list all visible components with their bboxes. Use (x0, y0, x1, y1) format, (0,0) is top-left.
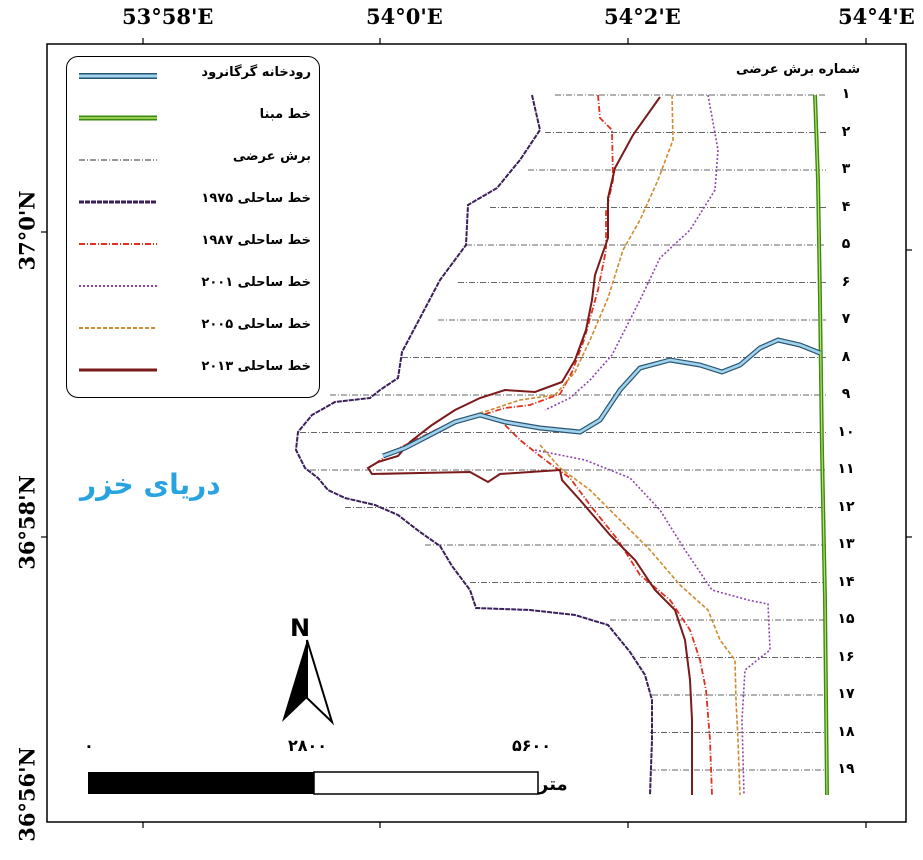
legend-label: خط مبنا (259, 107, 311, 122)
legend-item-shore-2013: خط ساحلی ۲۰۱۳ (67, 353, 319, 387)
lat-label-1: 37°0'N (14, 190, 40, 271)
transect-number: ۴ (841, 198, 851, 215)
lon-label-4: 54°4'E (838, 4, 915, 29)
transect-number: ۱۵ (837, 611, 855, 627)
legend-2013-symbol (79, 368, 157, 372)
transect-number: ۹ (841, 386, 851, 402)
legend-1987-symbol (79, 243, 157, 245)
legend-label: خط ساحلی ۲۰۱۳ (201, 359, 311, 374)
transect-number: ۱۷ (837, 686, 855, 702)
legend-label: خط ساحلی ۱۹۸۷ (201, 233, 311, 248)
scale-label-5600: ۵۶۰۰ (512, 736, 552, 755)
legend-label: رودخانه گرگانرود (201, 65, 311, 80)
legend-label: خط ساحلی ۱۹۷۵ (201, 191, 311, 206)
transect-number: ۱۹ (837, 761, 855, 777)
transect-number: ۲ (841, 123, 851, 140)
transect-number: ۷ (841, 311, 851, 327)
transect-number: ۱۰ (837, 423, 855, 440)
legend-2001-symbol (79, 285, 157, 287)
shoreline-1975 (294, 94, 653, 796)
transect-number: ۸ (841, 348, 851, 365)
lon-label-2: 54°0'E (366, 4, 443, 29)
legend-item-transect: برش عرضی (67, 143, 319, 177)
legend-label: خط ساحلی ۲۰۰۱ (201, 275, 311, 290)
legend-1975-symbol (79, 200, 157, 204)
legend-baseline-symbol (79, 115, 157, 121)
legend-item-river: رودخانه گرگانرود (67, 59, 319, 93)
scale-label-2800: ۲۸۰۰ (288, 736, 328, 755)
baseline-highlight (814, 94, 828, 796)
transect-number: ۳ (841, 161, 851, 177)
transect-number: ۶ (841, 273, 851, 290)
transect-number: ۱۲ (837, 498, 855, 515)
transect-number: ۱۱ (837, 461, 855, 477)
scale-bar (88, 771, 539, 795)
legend-item-shore-1975: خط ساحلی ۱۹۷۵ (67, 185, 319, 219)
scale-unit: متر (538, 774, 568, 795)
sea-label: دریای خزر (80, 468, 221, 501)
lat-label-3: 36°56'N (14, 747, 40, 842)
lon-label-3: 54°2'E (604, 4, 681, 29)
legend-item-shore-2001: خط ساحلی ۲۰۰۱ (67, 269, 319, 303)
transect-lines (300, 94, 826, 771)
lat-label-2: 36°58'N (14, 475, 40, 570)
gorganrud-river-fill (382, 338, 821, 458)
graticule-ticks (41, 38, 912, 828)
legend-label: برش عرضی (232, 149, 311, 164)
shoreline-2001 (534, 94, 771, 796)
transect-number: ۱۸ (837, 723, 855, 740)
shoreline-2013 (366, 96, 693, 795)
transect-number: ۱ (841, 86, 851, 102)
transect-number: ۱۴ (837, 573, 855, 590)
legend-item-shore-2005: خط ساحلی ۲۰۰۵ (67, 311, 319, 345)
map-legend: رودخانه گرگانرود خط مبنا برش عرضی خط ساح… (66, 56, 320, 398)
legend-item-baseline: خط مبنا (67, 101, 319, 135)
map-frame (46, 43, 907, 823)
scale-label-0: ۰ (84, 736, 94, 755)
transect-title: شماره برش عرضی (736, 62, 861, 77)
baseline-line (813, 94, 829, 796)
transect-number: ۵ (841, 236, 851, 252)
legend-river-symbol (79, 73, 157, 79)
north-label: N (290, 614, 311, 642)
transect-number: ۱۶ (837, 648, 855, 665)
shoreline-1987 (371, 94, 713, 796)
legend-transect-symbol (79, 159, 157, 161)
shoreline-2005 (464, 94, 741, 796)
legend-2005-symbol (79, 327, 157, 329)
transect-number: ۱۳ (837, 536, 855, 552)
legend-item-shore-1987: خط ساحلی ۱۹۸۷ (67, 227, 319, 261)
lon-label-1: 53°58'E (122, 4, 214, 29)
legend-label: خط ساحلی ۲۰۰۵ (201, 317, 311, 332)
north-arrow (282, 639, 335, 726)
